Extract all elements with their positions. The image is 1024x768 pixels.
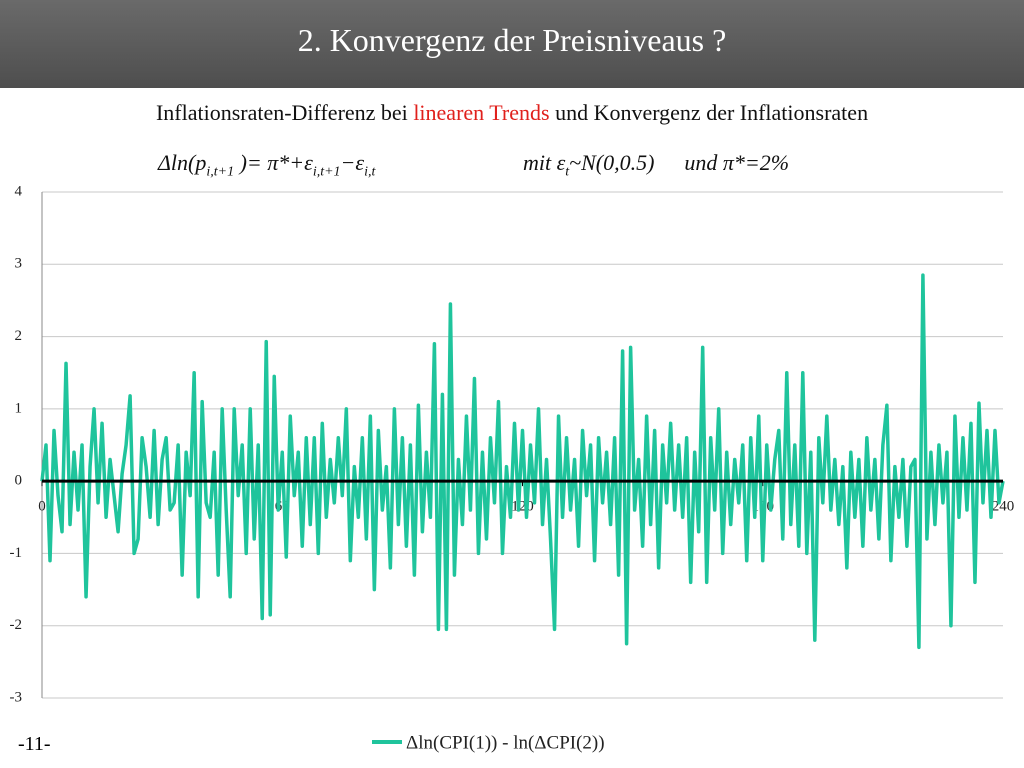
x-tick-label: 240 xyxy=(992,499,1015,515)
formula: Δln(pi,t+1 )= π*+εi,t+1−εi,t xyxy=(158,150,375,180)
x-tick-label: 120 xyxy=(511,499,534,515)
y-tick-label: -1 xyxy=(10,545,23,561)
title: 2. Konvergenz der Preisniveaus ? xyxy=(297,22,727,58)
formula-sub: i,t+1 xyxy=(206,164,235,180)
text: und Konvergenz der Inflationsraten xyxy=(549,100,869,125)
y-tick-label: 4 xyxy=(15,183,23,199)
formula-sub: i,t+1 xyxy=(312,164,341,180)
formula-sub: i,t xyxy=(364,164,376,180)
data-line xyxy=(40,273,1005,650)
formula-part: mit ε xyxy=(523,150,566,175)
y-tick-label: 1 xyxy=(15,400,23,416)
formula-part: −ε xyxy=(340,150,365,175)
formula-sub: t xyxy=(565,164,570,180)
subtitle: Inflationsraten-Differenz bei linearen T… xyxy=(0,100,1024,126)
header: 2. Konvergenz der Preisniveaus ? xyxy=(0,0,1024,88)
y-tick-label: 3 xyxy=(15,256,23,272)
y-tick-label: 2 xyxy=(15,328,23,344)
x-tick-label: 0 xyxy=(38,499,46,515)
formula-part: )= π*+ε xyxy=(234,150,313,175)
page-number: -11- xyxy=(18,733,51,755)
formula2: mit εt~N(0,0.5) und π*=2% xyxy=(523,150,789,180)
y-tick-label: -3 xyxy=(10,689,23,705)
legend-label: Δln(CPI(1)) - ln(ΔCPI(2)) xyxy=(406,732,605,753)
formula-part: ~N(0,0.5) xyxy=(569,150,655,175)
text: Inflationsraten-Differenz bei xyxy=(155,100,414,125)
y-tick-label: 0 xyxy=(15,473,23,489)
formula-part: Δln(p xyxy=(158,150,207,175)
highlight: linearen Trends xyxy=(413,100,550,125)
y-tick-label: -2 xyxy=(10,617,23,633)
formula-part: und π*=2% xyxy=(684,150,790,175)
